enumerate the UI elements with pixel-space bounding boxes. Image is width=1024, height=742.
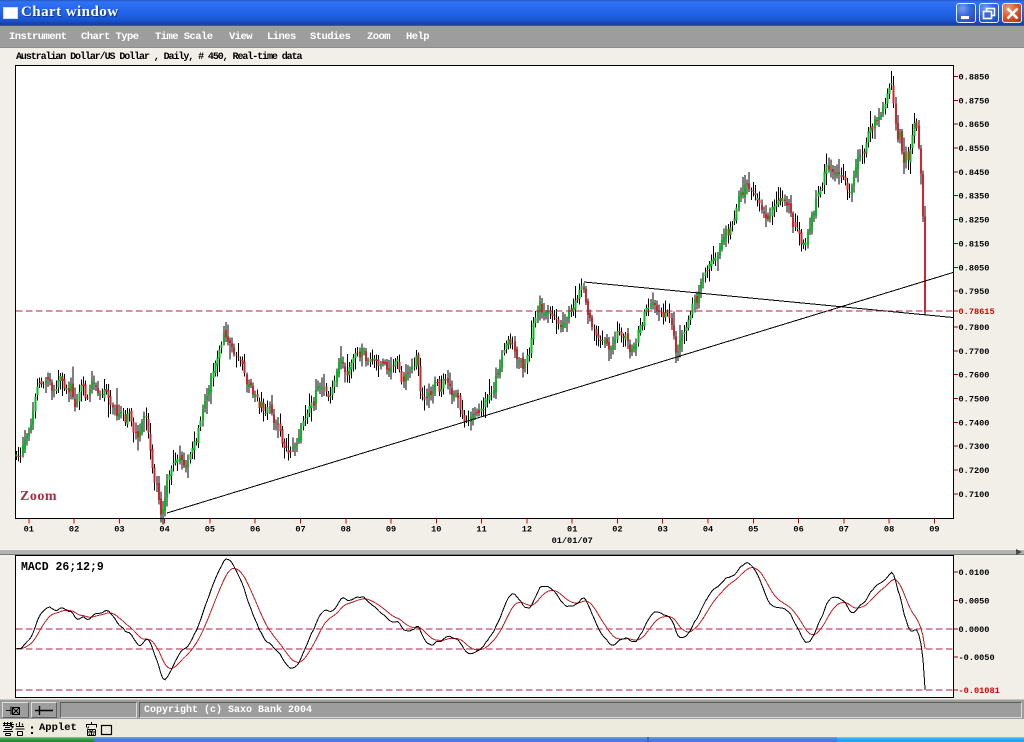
svg-text:07: 07 <box>839 525 849 535</box>
svg-text:12: 12 <box>522 525 532 535</box>
svg-text:09: 09 <box>929 525 939 535</box>
svg-text:01: 01 <box>24 525 34 535</box>
svg-text:0.78615: 0.78615 <box>959 307 995 317</box>
svg-text:0.0100: 0.0100 <box>959 568 990 578</box>
svg-text:0.0000: 0.0000 <box>959 625 990 635</box>
svg-text:03: 03 <box>114 525 124 535</box>
svg-text:0.7500: 0.7500 <box>959 395 990 405</box>
svg-text:0.7200: 0.7200 <box>959 466 990 476</box>
svg-text:0.7950: 0.7950 <box>959 287 990 297</box>
svg-text:Zoom: Zoom <box>20 489 57 504</box>
svg-text:0.7800: 0.7800 <box>959 323 990 333</box>
svg-text:01/01/07: 01/01/07 <box>552 536 593 546</box>
svg-text:MACD 26;12;9: MACD 26;12;9 <box>21 561 104 574</box>
svg-text:0.7300: 0.7300 <box>959 442 990 452</box>
svg-text:0.8650: 0.8650 <box>959 120 990 130</box>
svg-text:09: 09 <box>386 525 396 535</box>
svg-text:0.7100: 0.7100 <box>959 490 990 500</box>
svg-text:11: 11 <box>476 525 486 535</box>
svg-text:0.7400: 0.7400 <box>959 418 990 428</box>
svg-text:07: 07 <box>295 525 305 535</box>
svg-text:-0.01081: -0.01081 <box>959 686 1000 696</box>
svg-text:0.8350: 0.8350 <box>959 192 990 202</box>
svg-text:02: 02 <box>69 525 79 535</box>
svg-text:0.8050: 0.8050 <box>959 263 990 273</box>
svg-text:05: 05 <box>748 525 758 535</box>
svg-text:08: 08 <box>341 525 351 535</box>
svg-text:10: 10 <box>431 525 441 535</box>
svg-text:0.8550: 0.8550 <box>959 144 990 154</box>
svg-text:0.7700: 0.7700 <box>959 347 990 357</box>
svg-text:0.7600: 0.7600 <box>959 371 990 381</box>
svg-text:0.8250: 0.8250 <box>959 216 990 226</box>
svg-text:08: 08 <box>884 525 894 535</box>
svg-text:02: 02 <box>612 525 622 535</box>
svg-text:-0.0050: -0.0050 <box>959 653 995 663</box>
svg-text:01: 01 <box>567 525 577 535</box>
svg-text:0.8850: 0.8850 <box>959 72 990 82</box>
svg-text:0.8450: 0.8450 <box>959 168 990 178</box>
svg-text:04: 04 <box>159 525 169 535</box>
svg-text:0.8750: 0.8750 <box>959 96 990 106</box>
svg-text:06: 06 <box>250 525 260 535</box>
svg-text:06: 06 <box>793 525 803 535</box>
svg-text:0.0050: 0.0050 <box>959 597 990 607</box>
svg-text:05: 05 <box>205 525 215 535</box>
svg-text:04: 04 <box>703 525 713 535</box>
svg-text:03: 03 <box>658 525 668 535</box>
svg-text:0.8150: 0.8150 <box>959 239 990 249</box>
